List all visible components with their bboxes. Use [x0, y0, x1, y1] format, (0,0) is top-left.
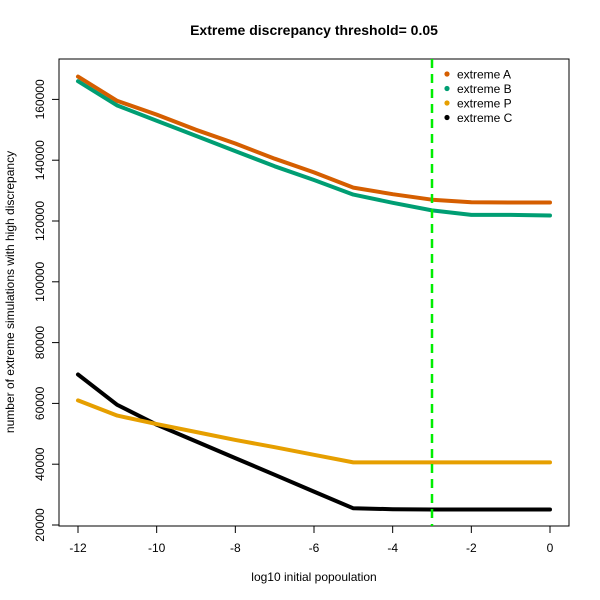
y-axis-label: number of extreme simulations with high … — [3, 151, 17, 433]
y-tick-label: 40000 — [33, 447, 47, 481]
y-tick-label: 80000 — [33, 326, 47, 360]
chart-title: Extreme discrepancy threshold= 0.05 — [190, 22, 438, 38]
series-line-extreme-a — [76, 74, 552, 205]
x-tick-label: -10 — [148, 541, 166, 555]
x-axis: -12 -10 -8 -6 -4 -2 0 — [69, 525, 554, 555]
series-line-extreme-b — [76, 79, 552, 218]
legend-label: extreme B — [457, 82, 512, 96]
y-axis: 20000 40000 60000 80000 100000 120000 140000 16… — [33, 79, 60, 542]
x-tick-label: -2 — [466, 541, 477, 555]
y-tick-label: 60000 — [33, 386, 47, 420]
y-tick-label: 100000 — [33, 261, 47, 301]
y-tick-label: 140000 — [33, 140, 47, 180]
legend-marker — [444, 71, 450, 77]
y-tick-label: 160000 — [33, 79, 47, 119]
legend-label: extreme A — [457, 67, 511, 81]
series-layer — [76, 74, 552, 512]
series-line-extreme-c — [76, 372, 552, 512]
legend-marker — [444, 85, 450, 92]
x-axis-label: log10 initial popoulation — [251, 570, 376, 584]
x-tick-label: 0 — [547, 541, 554, 555]
x-tick-label: -6 — [309, 541, 320, 555]
legend-marker — [444, 114, 450, 121]
y-tick-label: 120000 — [33, 201, 47, 241]
x-tick-label: -12 — [69, 541, 87, 555]
legend-label: extreme C — [457, 111, 513, 125]
series-line-extreme-p — [76, 398, 552, 465]
x-tick-label: -4 — [387, 541, 398, 555]
legend-label: extreme P — [457, 96, 512, 110]
x-tick-label: -8 — [230, 541, 241, 555]
y-tick-label: 20000 — [33, 508, 47, 542]
legend-marker — [444, 100, 450, 106]
